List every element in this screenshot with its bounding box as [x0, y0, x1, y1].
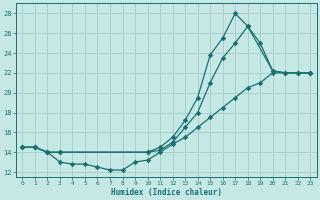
X-axis label: Humidex (Indice chaleur): Humidex (Indice chaleur): [111, 188, 222, 197]
